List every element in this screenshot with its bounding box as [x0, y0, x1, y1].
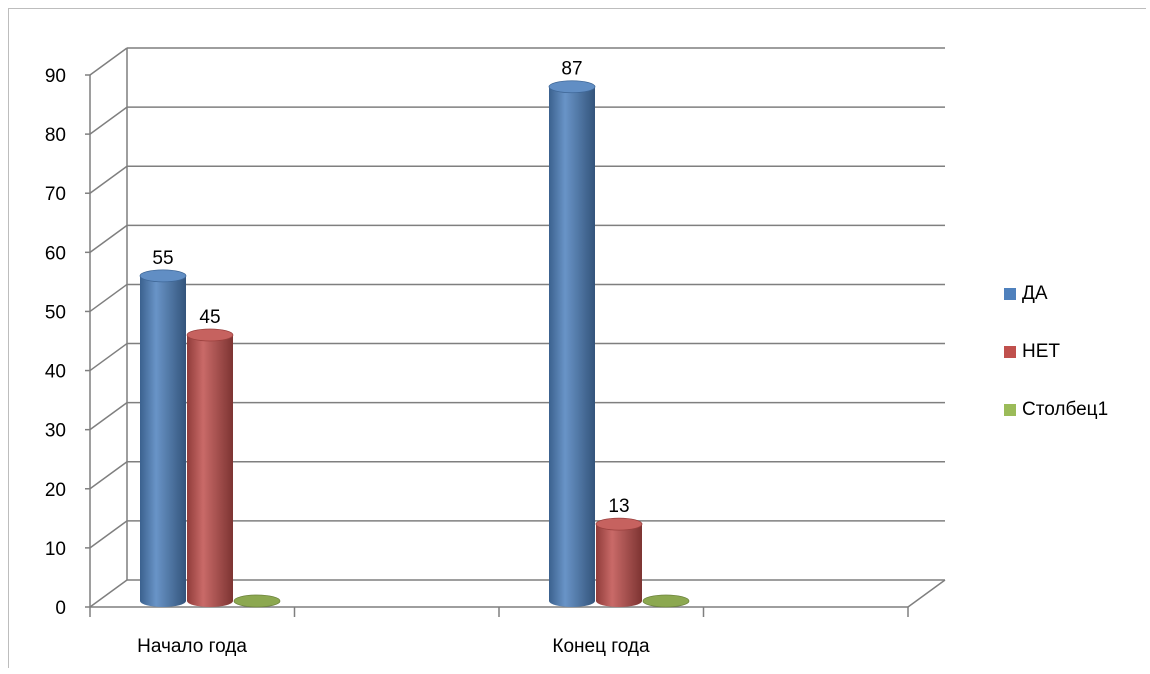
legend-swatch-net — [1004, 346, 1016, 358]
gridline-diag — [89, 520, 128, 549]
gridline-diag — [89, 402, 128, 431]
y-tick-label: 20 — [45, 480, 66, 501]
y-tick-label: 50 — [45, 302, 66, 323]
bar-body — [596, 524, 642, 607]
y-tick-label: 10 — [45, 539, 66, 560]
y-tick-label: 90 — [45, 66, 66, 87]
bar-top — [548, 80, 596, 94]
legend: ДА НЕТ Столбец1 — [1004, 283, 1109, 458]
gridline-diag — [89, 283, 128, 313]
data-label: 13 — [608, 496, 629, 517]
gridline-diag — [89, 47, 128, 76]
gridline-diag — [89, 106, 128, 135]
category-label: Начало года — [137, 636, 247, 657]
bar-body — [140, 275, 186, 607]
legend-swatch-stolbec1 — [1004, 404, 1016, 416]
legend-swatch-da — [1004, 288, 1016, 300]
gridline-diag — [89, 165, 128, 194]
bar-disc — [642, 594, 690, 608]
legend-label-net: НЕТ — [1022, 341, 1060, 362]
data-label: 45 — [199, 307, 220, 328]
bar-1-0 — [548, 80, 596, 607]
legend-label-stolbec1: Столбец1 — [1022, 399, 1109, 420]
legend-item-stolbec1: Столбец1 — [1004, 399, 1109, 420]
chart-frame — [8, 8, 1146, 668]
gridline-diag — [89, 461, 128, 490]
gridline-diag — [89, 224, 128, 253]
bar-disc — [233, 594, 281, 608]
bar-0-1 — [186, 328, 234, 607]
bar-0-0 — [139, 269, 187, 607]
data-label: 87 — [561, 59, 582, 80]
legend-item-net: НЕТ — [1004, 341, 1108, 362]
y-tick-label: 70 — [45, 184, 66, 205]
y-tick-label: 60 — [45, 243, 66, 264]
labels: 0 10 20 30 40 50 60 70 80 90 55 45 87 13 Начало года Ко… — [45, 59, 650, 657]
y-tick-label: 0 — [55, 598, 66, 619]
gridlines — [85, 47, 946, 617]
data-label: 55 — [152, 248, 173, 269]
bar-1-2 — [642, 594, 690, 608]
gridline-diag — [89, 579, 128, 608]
gridline-diag — [89, 342, 128, 372]
y-tick-label: 30 — [45, 421, 66, 442]
floor-edge — [907, 579, 946, 608]
bar-top — [595, 517, 643, 531]
y-tick-label: 80 — [45, 125, 66, 146]
bar-top — [139, 269, 187, 283]
legend-item-da: ДА — [1004, 283, 1108, 304]
bar-0-2 — [233, 594, 281, 608]
category-label: Конец года — [552, 636, 650, 657]
y-tick-label: 40 — [45, 362, 66, 383]
bar-top — [186, 328, 234, 342]
bar-body — [549, 86, 595, 607]
bar-1-1 — [595, 517, 643, 607]
bars — [139, 80, 690, 608]
bar-body — [187, 335, 233, 607]
legend-label-da: ДА — [1022, 283, 1048, 304]
